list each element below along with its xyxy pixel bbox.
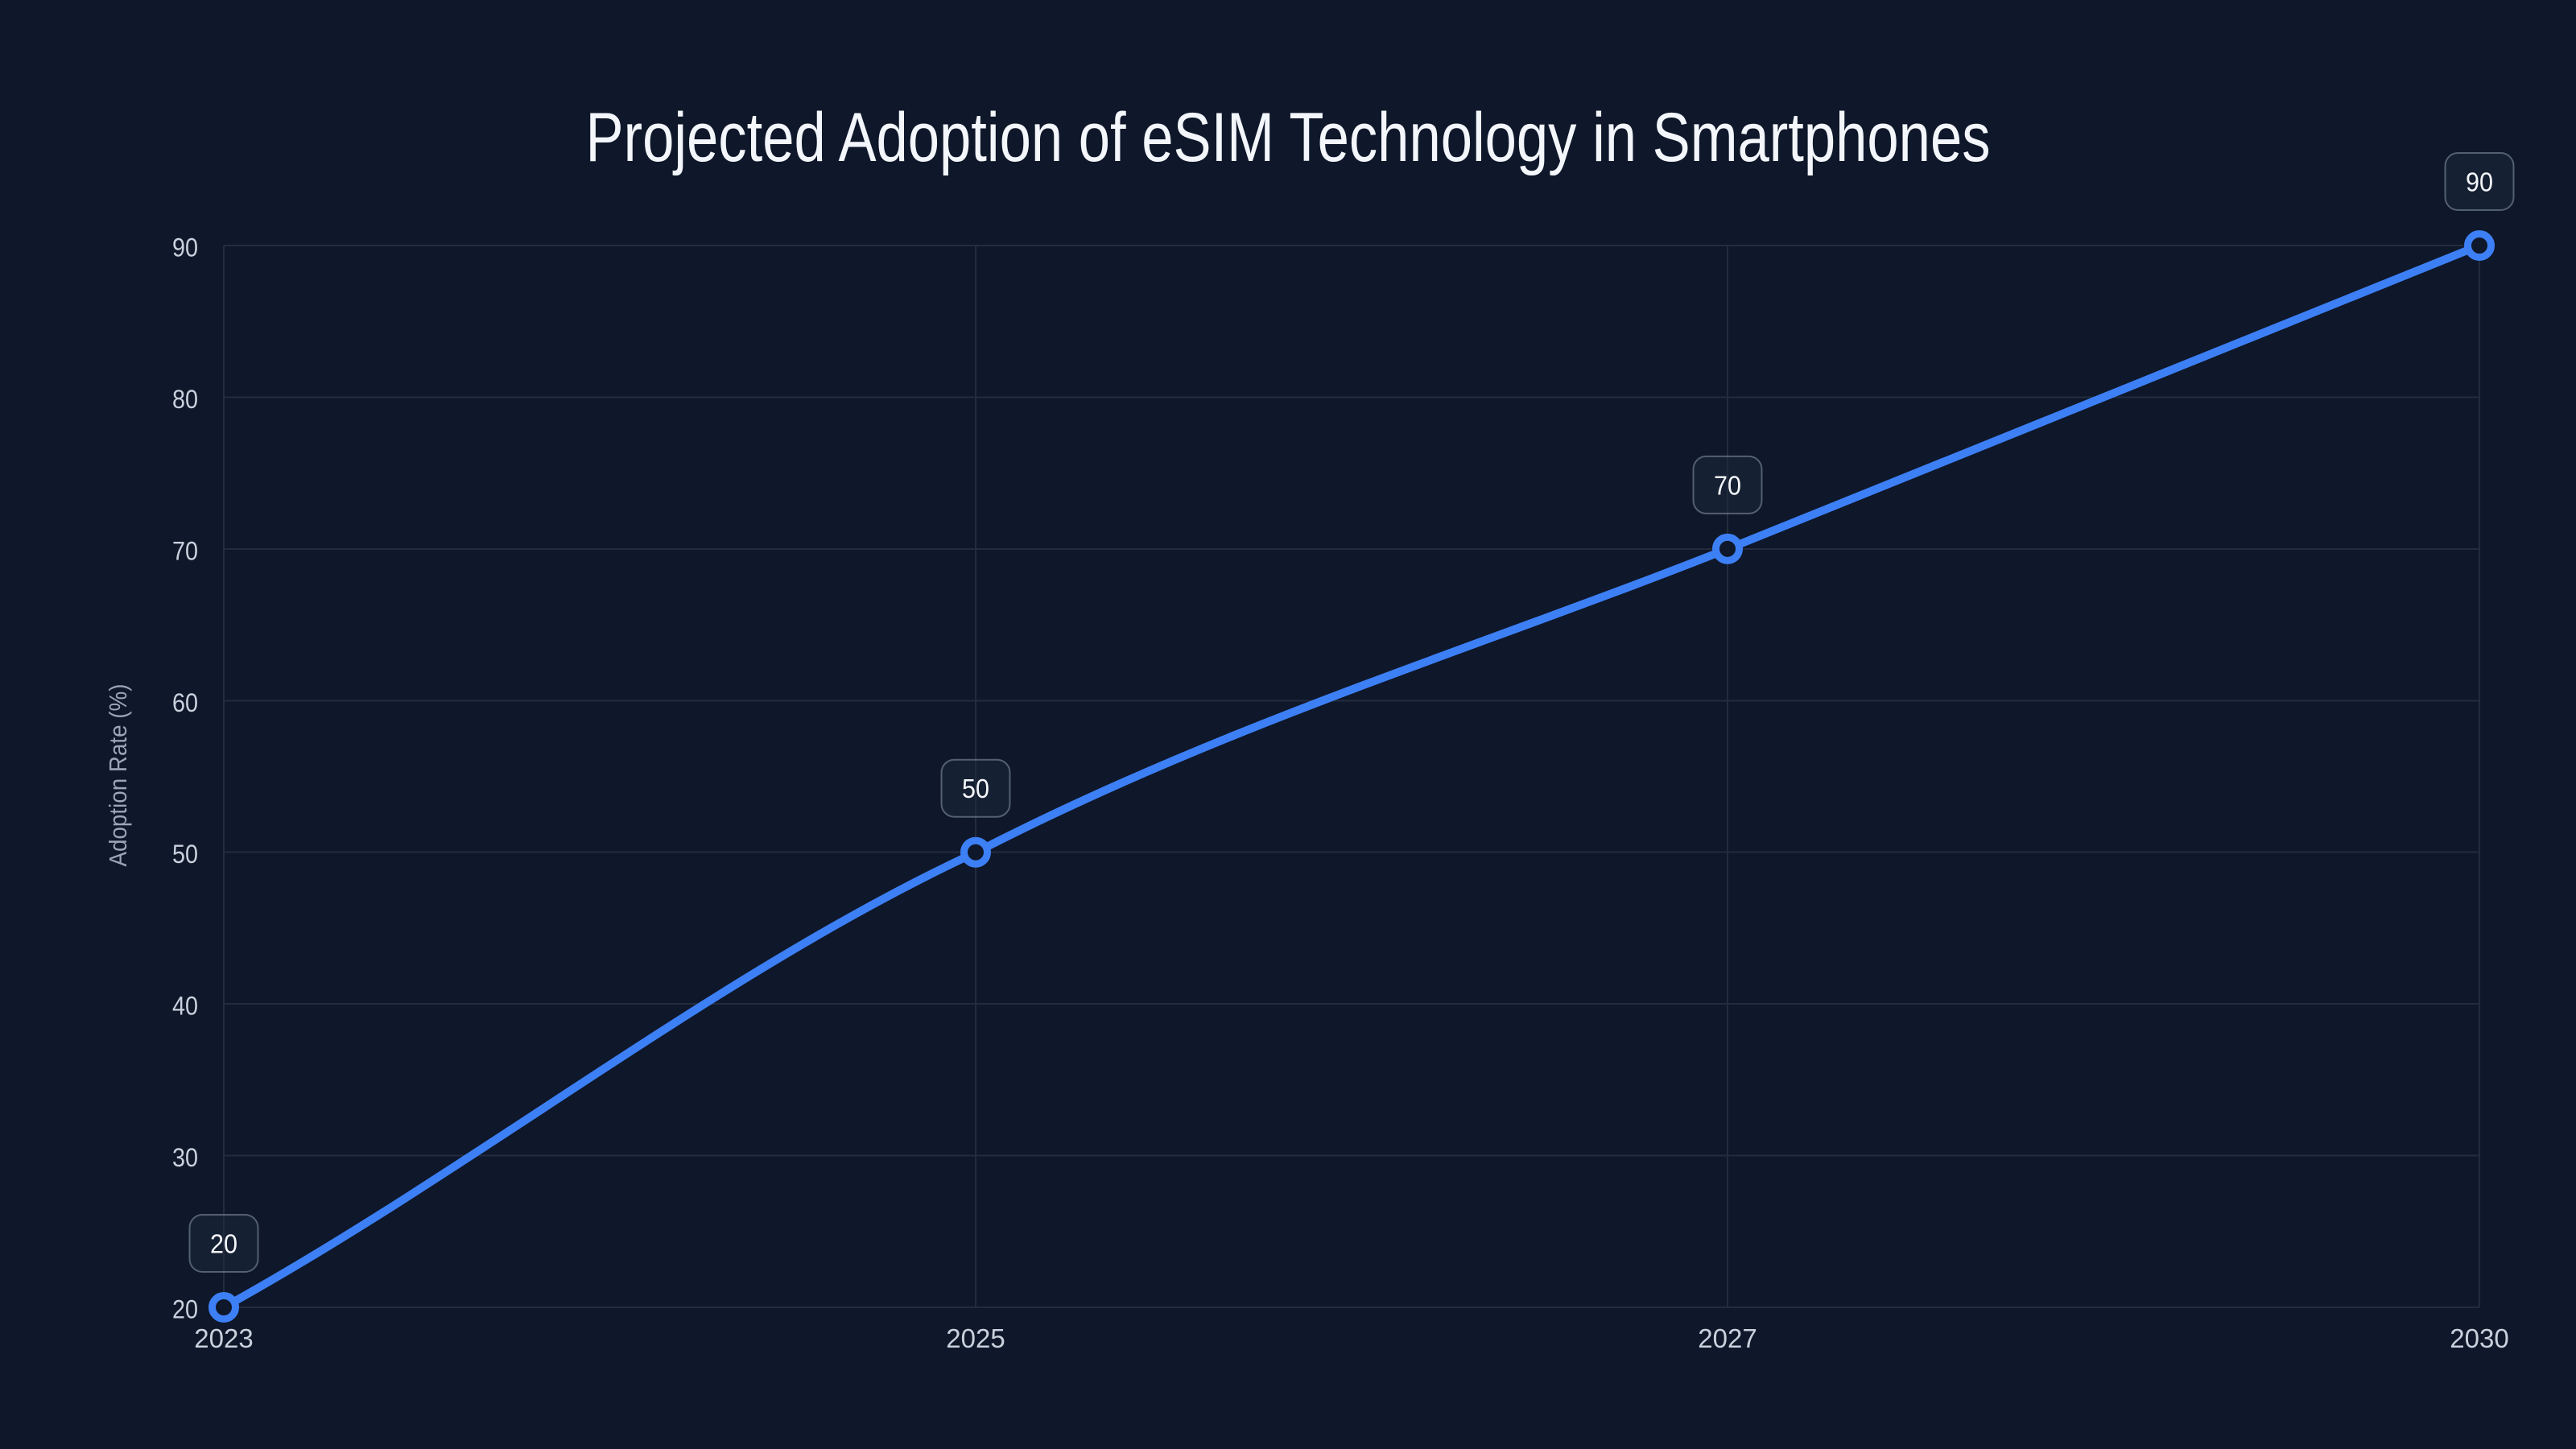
svg-text:2027: 2027 bbox=[1698, 1323, 1757, 1353]
svg-text:90: 90 bbox=[2466, 167, 2493, 197]
svg-text:70: 70 bbox=[172, 536, 198, 565]
svg-text:20: 20 bbox=[210, 1229, 237, 1259]
svg-text:20: 20 bbox=[172, 1295, 198, 1324]
svg-text:40: 40 bbox=[172, 992, 198, 1021]
svg-text:90: 90 bbox=[172, 233, 198, 262]
svg-text:2025: 2025 bbox=[946, 1323, 1005, 1353]
svg-text:30: 30 bbox=[172, 1143, 198, 1172]
svg-text:Projected Adoption of eSIM Tec: Projected Adoption of eSIM Technology in… bbox=[586, 99, 1991, 176]
svg-text:50: 50 bbox=[962, 774, 989, 803]
svg-text:60: 60 bbox=[172, 688, 198, 717]
svg-text:80: 80 bbox=[172, 385, 198, 414]
svg-text:2030: 2030 bbox=[2450, 1323, 2508, 1353]
svg-text:Adoption Rate (%): Adoption Rate (%) bbox=[104, 684, 132, 867]
svg-text:2023: 2023 bbox=[194, 1323, 253, 1353]
svg-text:70: 70 bbox=[1714, 470, 1741, 500]
svg-text:50: 50 bbox=[172, 840, 198, 869]
